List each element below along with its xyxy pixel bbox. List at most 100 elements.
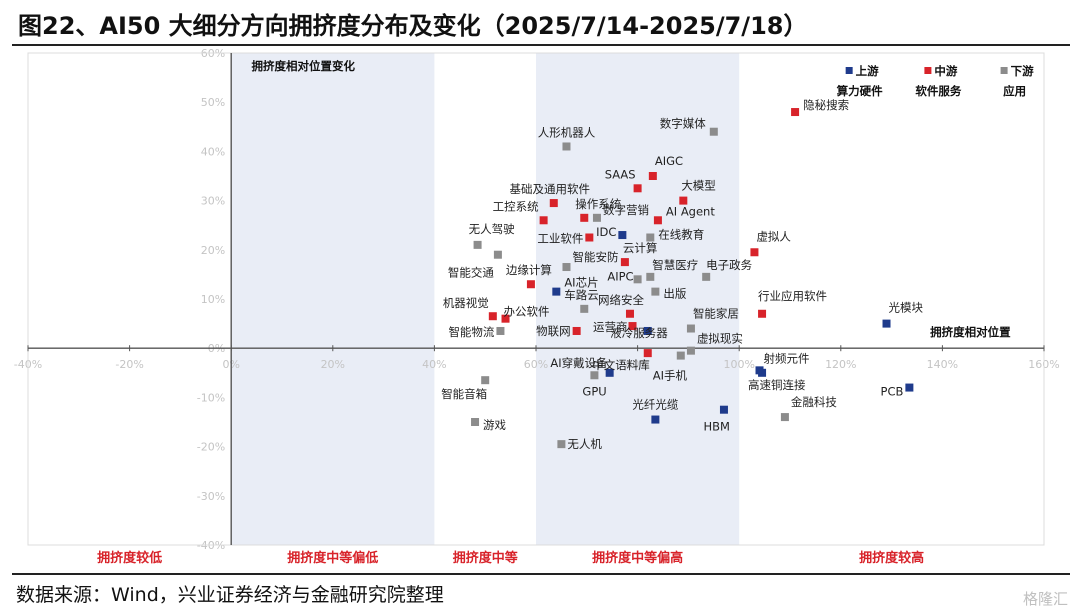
x-tick-label: 20%: [321, 358, 345, 371]
point-label: 出版: [663, 287, 686, 301]
plot-border: [27, 52, 1045, 546]
point-label: 高速铜连接: [748, 378, 806, 392]
y-tick-label: 20%: [201, 244, 225, 257]
point-marker-upstream: [651, 415, 660, 424]
legend-name: 上游: [856, 64, 879, 78]
x-tick-label: -20%: [115, 358, 143, 371]
crowding-scatter-chart: -40% -20% 0% 20% 40% 60% 80% 100% 120% 140% 160%60…: [14, 47, 1060, 566]
y-tick-label: -20%: [197, 441, 225, 454]
point-marker-downstream: [580, 304, 589, 313]
x-tick-label: 140%: [927, 358, 958, 371]
point-label: AI芯片: [564, 276, 598, 290]
point-marker-midstream: [625, 309, 634, 318]
x-tick-label: 60%: [524, 358, 548, 371]
point-label: 隐秘搜索: [803, 98, 849, 112]
point-label: PCB: [881, 385, 904, 399]
y-tick-label: 10%: [201, 293, 225, 306]
data-points: [471, 108, 914, 449]
band-shade-3: [536, 53, 740, 545]
point-marker-upstream: [605, 368, 614, 377]
point-label: 在线教育: [658, 228, 704, 242]
point-marker-midstream: [501, 314, 510, 323]
point-marker-downstream: [592, 213, 601, 222]
point-marker-downstream: [651, 287, 660, 296]
point-label: 工业软件: [537, 232, 583, 246]
y-tick-label: 40%: [201, 145, 225, 158]
point-label: 智能家居: [693, 307, 739, 321]
point-label: HBM: [703, 420, 729, 434]
source-rule: [12, 573, 1070, 575]
figure-title: 图22、AI50 大细分方向拥挤度分布及变化（2025/7/14-2025/7/…: [18, 12, 808, 40]
point-marker-midstream: [585, 233, 594, 242]
x-axis-title: 拥挤度相对位置: [930, 325, 1011, 339]
point-marker-midstream: [580, 213, 589, 222]
band-label: 拥挤度中等偏低: [287, 550, 378, 566]
x-tick-label: 120%: [825, 358, 856, 371]
point-marker-upstream: [758, 368, 767, 377]
legend-marker-downstream: [1000, 67, 1008, 74]
point-label: 办公软件: [504, 305, 550, 319]
point-marker-upstream: [905, 383, 914, 392]
point-marker-downstream: [590, 371, 599, 380]
point-label: 操作系统: [575, 197, 621, 211]
point-marker-downstream: [493, 250, 502, 259]
point-label: 智能交通: [448, 266, 494, 280]
point-marker-midstream: [791, 108, 800, 117]
band-backgrounds: [231, 53, 740, 545]
point-label: IDC: [596, 225, 616, 239]
point-label: 金融科技: [791, 395, 837, 409]
point-label: 智慧医疗: [652, 258, 698, 272]
point-label: 网络安全: [598, 293, 644, 307]
point-label: AI Agent: [666, 204, 715, 218]
point-label: 行业应用软件: [758, 289, 827, 303]
point-label: SAAS: [605, 167, 636, 181]
legend-marker-midstream: [924, 67, 932, 74]
point-label: 人形机器人: [538, 125, 596, 139]
point-label: AI手机: [653, 369, 688, 383]
point-label: 智能安防: [572, 250, 618, 264]
point-label: 数字营销: [603, 203, 649, 217]
x-tick-label: 80%: [625, 358, 649, 371]
point-marker-upstream: [719, 405, 728, 414]
point-label: 光模块: [889, 301, 924, 315]
band-label: 拥挤度较低: [97, 550, 162, 566]
band-label: 拥挤度较高: [859, 550, 924, 566]
point-marker-downstream: [481, 376, 490, 385]
point-marker-downstream: [686, 324, 695, 333]
point-marker-downstream: [702, 272, 711, 281]
point-label: 工控系统: [493, 199, 539, 213]
point-marker-midstream: [620, 258, 629, 267]
point-marker-midstream: [628, 322, 637, 331]
point-label: 机器视觉: [443, 296, 489, 310]
point-marker-upstream: [552, 287, 561, 296]
y-tick-label: -30%: [197, 490, 225, 503]
point-label: GPU: [582, 384, 606, 398]
point-marker-midstream: [488, 312, 497, 321]
point-label: 运营商: [593, 320, 628, 334]
point-label: AI穿戴设备: [550, 356, 608, 370]
point-marker-midstream: [572, 326, 581, 335]
point-marker-downstream: [471, 418, 480, 426]
point-marker-midstream: [549, 199, 558, 208]
point-label: 虚拟人: [756, 229, 791, 243]
point-marker-downstream: [557, 440, 566, 449]
point-marker-downstream: [496, 326, 505, 335]
legend-name: 下游: [1011, 64, 1034, 78]
x-tick-label: 40%: [422, 358, 446, 371]
point-label: 中文语料库: [592, 358, 650, 372]
legend-name: 中游: [934, 64, 957, 78]
y-tick-label: 30%: [201, 195, 225, 208]
point-marker-midstream: [648, 172, 657, 180]
legend-subtitle: 算力硬件: [836, 84, 883, 98]
point-label: 数字媒体: [660, 117, 706, 131]
band-label: 拥挤度中等偏高: [592, 550, 683, 566]
legend-marker-upstream: [845, 67, 853, 74]
point-label: AIPC: [607, 269, 633, 283]
point-marker-downstream: [646, 272, 655, 281]
point-label: 无人机: [567, 437, 602, 451]
point-marker-midstream: [653, 216, 662, 225]
point-marker-downstream: [473, 240, 482, 249]
legend-subtitle: 软件服务: [915, 84, 961, 98]
